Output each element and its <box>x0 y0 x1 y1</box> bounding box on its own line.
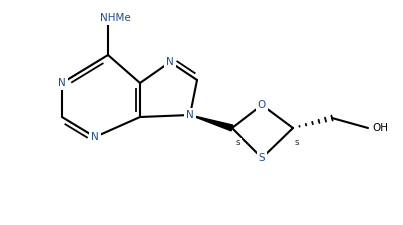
Text: N: N <box>91 132 99 142</box>
Text: S: S <box>295 140 299 146</box>
Text: N: N <box>58 78 66 88</box>
Text: OH: OH <box>372 123 388 133</box>
Text: N: N <box>186 110 194 120</box>
Text: O: O <box>258 100 266 110</box>
Text: N: N <box>166 57 174 67</box>
Text: S: S <box>236 140 240 146</box>
Text: S: S <box>259 153 265 163</box>
Polygon shape <box>190 115 233 131</box>
Text: NHMe: NHMe <box>100 13 131 23</box>
